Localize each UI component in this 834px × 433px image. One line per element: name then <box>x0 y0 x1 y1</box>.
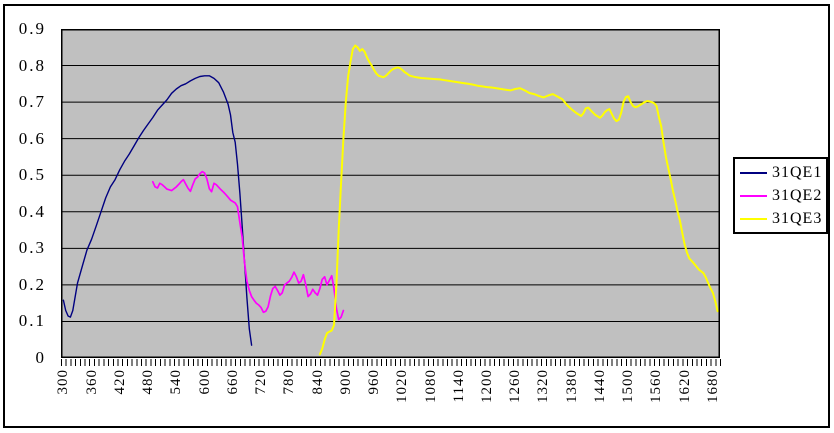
plot-area <box>61 29 720 358</box>
legend-line-swatch-31QE2 <box>740 194 767 197</box>
y-axis-tick-label: 0.6 <box>18 128 46 148</box>
legend-label: 31QE2 <box>772 186 823 204</box>
x-axis-tick-label: 1560 <box>648 369 665 403</box>
x-axis-tick-label: 1380 <box>563 369 580 403</box>
x-axis-tick-label: 1260 <box>507 369 524 403</box>
x-axis-tick-label: 960 <box>366 369 383 395</box>
x-axis-tick-label: 1680 <box>704 369 721 403</box>
series-line-31QE1 <box>62 75 253 346</box>
legend-label: 31QE3 <box>772 209 823 227</box>
x-axis-tick-label: 300 <box>55 369 72 395</box>
x-axis-tick-label: 1080 <box>422 369 439 403</box>
x-axis-tick-label: 1320 <box>535 369 552 403</box>
y-axis-tick-label: 0.4 <box>18 201 46 221</box>
plot-background <box>61 29 720 358</box>
x-axis-tick-label: 1020 <box>394 369 411 403</box>
legend-line-swatch-31QE1 <box>740 171 767 174</box>
legend-item: 31QE2 <box>740 187 823 205</box>
legend-label: 31QE1 <box>772 163 823 181</box>
x-axis-tick-label: 360 <box>83 369 100 395</box>
plot-border <box>61 29 720 358</box>
x-axis-tick-label: 600 <box>196 369 213 395</box>
y-axis-tick-label: 0.3 <box>18 238 46 258</box>
legend: 31QE1 31QE2 31QE3 <box>733 157 828 234</box>
y-axis-tick-label: 0.1 <box>18 311 46 331</box>
legend-item: 31QE3 <box>740 210 823 228</box>
x-axis-minor-ticks <box>61 359 721 366</box>
x-axis-tick-label: 480 <box>140 369 157 395</box>
y-axis-tick-label: 0.2 <box>18 274 46 294</box>
x-axis-tick-label: 1140 <box>450 369 467 403</box>
x-axis-tick-label: 660 <box>224 369 241 395</box>
series-line-31QE3 <box>318 44 719 356</box>
y-axis-tick-label: 0.8 <box>18 55 46 75</box>
x-axis-tick-label: 420 <box>111 369 128 395</box>
y-axis-tick-label: 0.5 <box>18 165 46 185</box>
x-axis-tick-label: 840 <box>309 369 326 395</box>
x-axis-tick-label: 1500 <box>620 369 637 403</box>
x-axis-tick-label: 720 <box>253 369 270 395</box>
x-axis-tick-label: 900 <box>337 369 354 395</box>
y-axis-tick-label: 0 <box>35 348 46 367</box>
legend-line-swatch-31QE3 <box>740 217 767 220</box>
x-axis-tick-label: 1440 <box>591 369 608 403</box>
y-axis-tick-label: 0.9 <box>18 19 46 38</box>
series-line-31QE2 <box>151 170 345 321</box>
x-axis-tick-label: 540 <box>168 369 185 395</box>
legend-item: 31QE1 <box>740 164 823 182</box>
chart-canvas <box>61 29 720 358</box>
x-axis-tick-label: 780 <box>281 369 298 395</box>
x-axis-tick-label: 1200 <box>478 369 495 403</box>
x-axis-tick-label: 1620 <box>676 369 693 403</box>
y-axis-tick-label: 0.7 <box>18 92 46 112</box>
